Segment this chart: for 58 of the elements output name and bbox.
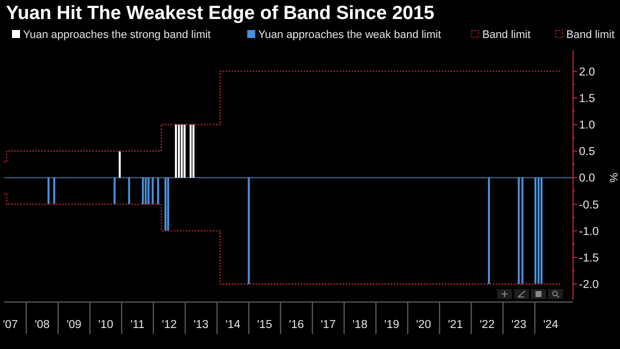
y-tick-label: -1.0	[579, 226, 599, 238]
bar	[192, 124, 194, 178]
y-tick-label: -0.5	[579, 199, 599, 212]
bar	[174, 124, 177, 178]
bar	[248, 178, 250, 284]
x-tick-label: '20	[416, 319, 432, 331]
bar	[534, 178, 536, 284]
bar	[152, 178, 154, 204]
legend-label: Band limit	[482, 29, 530, 41]
x-tick-label: '15	[257, 319, 272, 331]
bar	[538, 178, 540, 284]
x-tick-label: '11	[130, 319, 145, 331]
x-tick-label: '22	[480, 319, 495, 331]
x-tick-label: '12	[162, 319, 177, 331]
bar	[53, 178, 56, 204]
bar	[518, 178, 520, 284]
x-tick-label: '10	[98, 319, 114, 331]
bar	[540, 178, 542, 284]
x-tick-label: '23	[511, 319, 526, 331]
x-tick-label: '09	[66, 319, 82, 331]
bar	[488, 178, 490, 284]
y-axis-title: %	[607, 172, 619, 183]
bar	[118, 151, 121, 178]
y-tick-label: 0.5	[579, 146, 595, 158]
x-tick-label: '18	[352, 319, 368, 331]
bar	[521, 178, 524, 284]
bar	[128, 178, 130, 204]
bar	[164, 178, 166, 231]
bar	[157, 178, 160, 204]
legend-label: Band limit	[566, 29, 614, 41]
y-tick-label: 1.0	[579, 119, 595, 132]
x-tick-label: '21	[448, 319, 463, 331]
x-tick-label: '14	[225, 319, 241, 331]
bar	[148, 178, 150, 204]
y-tick-label: 2.0	[579, 66, 595, 78]
legend-label: Yuan approaches the strong band limit	[23, 29, 211, 41]
x-tick-label: '13	[194, 319, 209, 331]
x-tick-label: '19	[384, 319, 400, 331]
legend-label: Yuan approaches the weak band limit	[258, 29, 442, 41]
chart-title: Yuan Hit The Weakest Edge of Band Since 2015	[6, 3, 435, 24]
bar	[167, 178, 170, 231]
x-tick-label: '24	[543, 319, 559, 331]
x-tick-label: '08	[34, 319, 50, 331]
y-tick-label: 1.5	[579, 92, 595, 105]
bar	[48, 178, 50, 204]
x-tick-label: '16	[288, 319, 304, 331]
x-tick-label: '07	[2, 319, 18, 331]
y-tick-label: -1.5	[579, 252, 599, 264]
bar	[180, 124, 183, 178]
bar	[178, 124, 180, 178]
y-tick-label: 0.0	[579, 172, 595, 185]
bar	[190, 124, 192, 178]
x-tick-label: '17	[320, 319, 336, 331]
y-tick-label: -2.0	[579, 279, 599, 292]
bar	[144, 178, 147, 204]
bar	[184, 124, 186, 178]
bar	[142, 178, 144, 204]
bar	[114, 178, 116, 204]
